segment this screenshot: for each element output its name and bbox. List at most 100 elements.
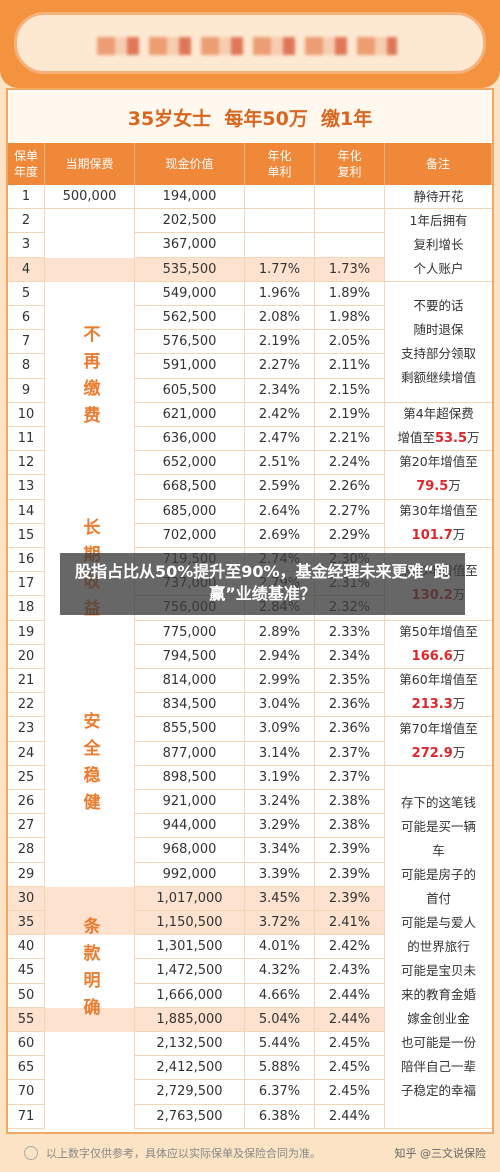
cash-text: 794,500 — [162, 648, 217, 664]
remark-line: 首付 — [426, 887, 451, 911]
year-cell: 35 — [8, 911, 45, 936]
remark-amount: 213.3 — [411, 697, 453, 713]
premium-text: 500,000 — [62, 189, 117, 205]
year-text: 35 — [17, 915, 35, 931]
year-text: 1 — [21, 189, 31, 205]
simple-cell: 2.64% — [245, 499, 315, 524]
remark-line: 也可能是一份 — [401, 1031, 476, 1055]
simple-cell: 4.32% — [245, 959, 315, 984]
compound-text: 2.45% — [328, 1060, 371, 1076]
year-cell: 28 — [8, 838, 45, 863]
simple-text: 2.99% — [258, 673, 301, 689]
year-cell: 45 — [8, 959, 45, 984]
year-cell: 21 — [8, 669, 45, 694]
cash-cell: 621,000 — [135, 402, 245, 427]
cash-text: 562,500 — [162, 310, 217, 326]
remark-line: 可能是宝贝未 — [401, 959, 476, 983]
simple-text: 4.32% — [258, 963, 301, 979]
compound-cell: 2.36% — [315, 693, 385, 718]
simple-cell: 3.72% — [245, 911, 315, 936]
remark: 第4年超保费 增值至53.5万 — [385, 403, 492, 452]
compound-cell — [315, 233, 385, 258]
year-cell: 6 — [8, 306, 45, 331]
simple-text: 5.44% — [258, 1036, 301, 1052]
simple-cell: 2.59% — [245, 475, 315, 500]
cash-cell: 968,000 — [135, 838, 245, 863]
cash-text: 1,017,000 — [156, 890, 223, 906]
remark-text: 复利增长 — [413, 236, 464, 252]
remark-amount: 53.5 — [434, 431, 468, 446]
compound-cell: 1.89% — [315, 281, 385, 306]
compound-cell: 2.38% — [315, 814, 385, 839]
simple-text: 3.24% — [258, 794, 301, 810]
compound-text: 1.73% — [328, 261, 371, 277]
remark-text: 支持部分领取 — [400, 345, 476, 361]
remark-text: 第4年超保费 — [403, 406, 474, 421]
cash-cell: 202,500 — [135, 209, 245, 234]
compound-text: 2.37% — [328, 745, 371, 761]
cash-text: 775,000 — [162, 624, 217, 640]
cash-text: 702,000 — [162, 527, 217, 543]
year-text: 55 — [17, 1011, 35, 1027]
cash-cell: 549,000 — [135, 281, 245, 306]
compound-text: 2.44% — [328, 1011, 371, 1027]
simple-text: 2.08% — [258, 310, 301, 326]
year-text: 3 — [21, 237, 31, 253]
remark: 第70年增值至 272.9万 — [385, 717, 492, 766]
cash-cell: 1,885,000 — [135, 1007, 245, 1032]
cash-cell: 877,000 — [135, 741, 245, 766]
cash-text: 2,132,500 — [156, 1036, 223, 1052]
remark-text: 增值至 — [397, 430, 435, 445]
remark-line: 随时退保 — [413, 318, 463, 342]
year-cell: 40 — [8, 935, 45, 960]
year-text: 30 — [17, 890, 35, 906]
simple-cell: 6.37% — [245, 1080, 315, 1105]
header-cell: 年化 复利 — [315, 143, 385, 185]
cash-text: 591,000 — [162, 358, 217, 374]
remark-text: 第30年增值至 — [399, 502, 478, 518]
year-cell: 55 — [8, 1007, 45, 1032]
year-text: 10 — [17, 406, 35, 422]
cash-cell: 2,729,500 — [135, 1080, 245, 1105]
remark-line: 1年后拥有 — [410, 209, 468, 233]
remark-text: 第50年增值至 — [399, 623, 478, 639]
compound-cell: 2.19% — [315, 402, 385, 427]
compound-cell — [315, 209, 385, 234]
cash-text: 834,500 — [162, 697, 217, 713]
compound-text: 2.29% — [328, 527, 371, 543]
simple-cell: 2.51% — [245, 451, 315, 476]
cash-cell: 1,301,500 — [135, 935, 245, 960]
compound-cell: 2.41% — [315, 911, 385, 936]
year-text: 25 — [17, 769, 35, 785]
cash-text: 652,000 — [162, 455, 217, 471]
simple-text: 2.51% — [258, 455, 301, 471]
simple-cell: 3.14% — [245, 741, 315, 766]
compound-cell: 2.44% — [315, 1007, 385, 1032]
year-cell: 30 — [8, 886, 45, 911]
remark-text: 可能是房子的 — [400, 866, 476, 882]
year-text: 2 — [21, 213, 31, 229]
premium-note: 不再缴费 — [79, 324, 100, 433]
simple-cell: 2.89% — [245, 620, 315, 645]
year-cell: 22 — [8, 693, 45, 718]
year-text: 11 — [17, 431, 35, 447]
overlay-headline: 股指占比从50%提升至90%，基金经理未来更难“跑赢”业绩基准？ — [60, 553, 465, 615]
compound-cell: 2.45% — [315, 1080, 385, 1105]
simple-text: 3.14% — [258, 745, 301, 761]
cash-text: 367,000 — [162, 237, 217, 253]
cash-text: 621,000 — [162, 406, 217, 422]
remark-text: 随时退保 — [413, 321, 464, 337]
cash-cell: 685,000 — [135, 499, 245, 524]
year-text: 70 — [17, 1084, 35, 1100]
remark-amount: 166.6 — [411, 648, 453, 664]
compound-cell: 2.24% — [315, 451, 385, 476]
year-text: 65 — [17, 1060, 35, 1076]
year-cell: 11 — [8, 427, 45, 452]
compound-cell: 2.27% — [315, 499, 385, 524]
remark-line: 嫁金创业金 — [407, 1007, 470, 1031]
simple-text: 2.94% — [258, 648, 301, 664]
cash-cell: 944,000 — [135, 814, 245, 839]
cash-text: 202,500 — [162, 213, 217, 229]
simple-text: 2.64% — [258, 503, 301, 519]
simple-cell: 3.09% — [245, 717, 315, 742]
